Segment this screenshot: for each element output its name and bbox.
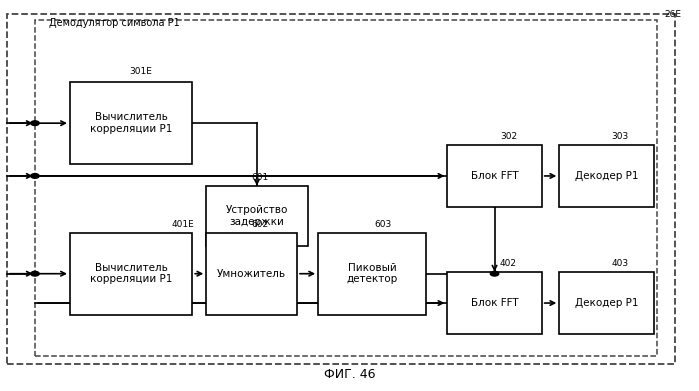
FancyBboxPatch shape — [206, 186, 308, 246]
Text: ФИГ. 46: ФИГ. 46 — [324, 368, 375, 381]
Text: Вычислитель
корреляции Р1: Вычислитель корреляции Р1 — [90, 263, 172, 285]
Text: Устройство
задержки: Устройство задержки — [226, 205, 288, 227]
Text: 403: 403 — [612, 259, 628, 268]
Text: 303: 303 — [612, 132, 629, 141]
Text: Блок FFT: Блок FFT — [470, 171, 519, 181]
FancyBboxPatch shape — [559, 145, 654, 207]
Text: 301E: 301E — [129, 67, 152, 76]
FancyBboxPatch shape — [206, 233, 297, 315]
Circle shape — [491, 271, 499, 276]
FancyBboxPatch shape — [447, 272, 542, 334]
Text: 603: 603 — [374, 220, 391, 229]
Text: Декодер Р1: Декодер Р1 — [575, 298, 638, 308]
Text: 26Е: 26Е — [665, 10, 682, 19]
FancyBboxPatch shape — [70, 82, 192, 164]
Text: 401E: 401E — [171, 220, 194, 229]
Text: Вычислитель
корреляции Р1: Вычислитель корреляции Р1 — [90, 112, 172, 134]
Text: 302: 302 — [500, 132, 517, 141]
FancyBboxPatch shape — [559, 272, 654, 334]
FancyBboxPatch shape — [70, 233, 192, 315]
Text: 601: 601 — [252, 173, 269, 182]
Text: Демодулятор символа Р1: Демодулятор символа Р1 — [49, 18, 180, 28]
Circle shape — [31, 121, 39, 126]
FancyBboxPatch shape — [447, 145, 542, 207]
Circle shape — [31, 271, 39, 276]
Circle shape — [31, 174, 39, 178]
Text: 402: 402 — [500, 259, 517, 268]
Text: Умножитель: Умножитель — [217, 269, 286, 279]
Text: 602: 602 — [252, 220, 268, 229]
Text: Пиковый
детектор: Пиковый детектор — [347, 263, 398, 285]
Text: Блок FFT: Блок FFT — [470, 298, 519, 308]
Text: Декодер Р1: Декодер Р1 — [575, 171, 638, 181]
FancyBboxPatch shape — [318, 233, 426, 315]
